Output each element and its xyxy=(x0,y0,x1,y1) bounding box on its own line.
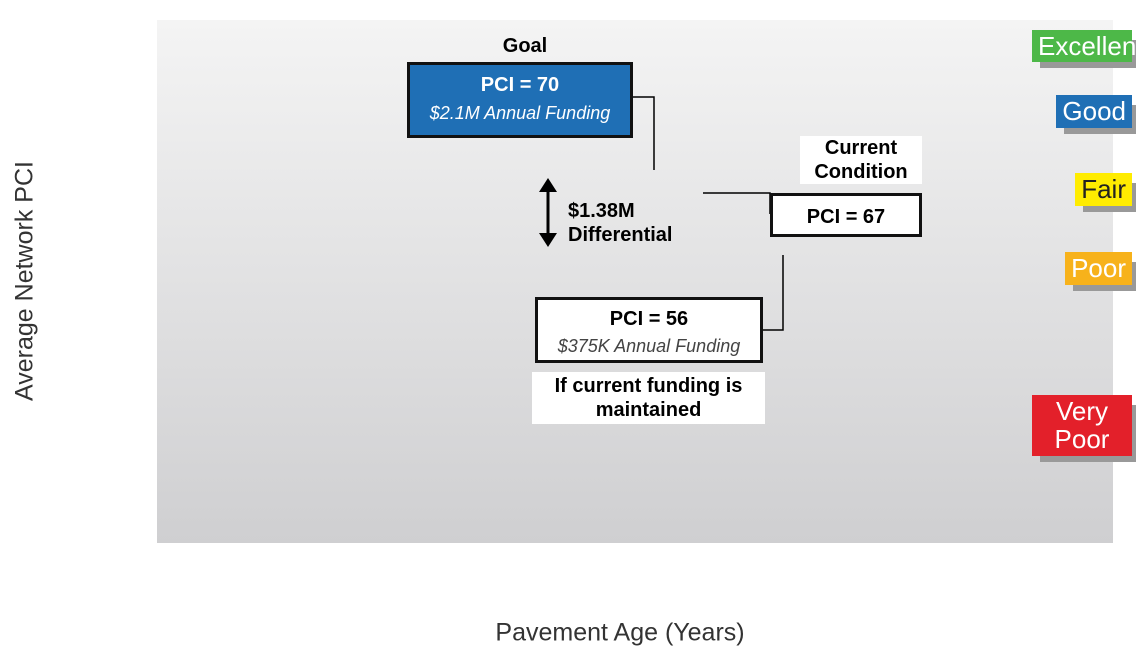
arrow-head xyxy=(539,233,557,247)
maintained-note: If current funding is maintained xyxy=(532,372,765,424)
arrow-head xyxy=(539,178,557,192)
goal-funding: $2.1M Annual Funding xyxy=(429,103,611,123)
band-label: Excellent xyxy=(1032,29,1140,63)
current-title: Current Condition xyxy=(800,136,922,184)
goal-title: Goal xyxy=(502,35,548,57)
plot-background xyxy=(157,20,1113,543)
x-axis-label: Pavement Age (Years) xyxy=(495,619,744,647)
band-label: Good xyxy=(1056,95,1132,128)
goal-box: PCI = 70 $2.1M Annual Funding xyxy=(407,62,633,138)
maintained-funding: $375K Annual Funding xyxy=(557,336,741,356)
band-label: Poor xyxy=(1065,251,1132,285)
band-label: Fair xyxy=(1075,173,1132,207)
maintained-pci: PCI = 56 xyxy=(609,308,689,330)
connector xyxy=(633,96,655,170)
goal-pci: PCI = 70 xyxy=(480,74,560,96)
y-axis-label: Average Network PCI xyxy=(11,161,39,401)
maintained-box: PCI = 56 $375K Annual Funding xyxy=(535,297,763,363)
band-label: Very Poor xyxy=(1032,394,1132,456)
differential-label: $1.38M Differential xyxy=(568,200,673,246)
current-pci: PCI = 67 xyxy=(770,193,922,237)
connector xyxy=(763,255,784,331)
